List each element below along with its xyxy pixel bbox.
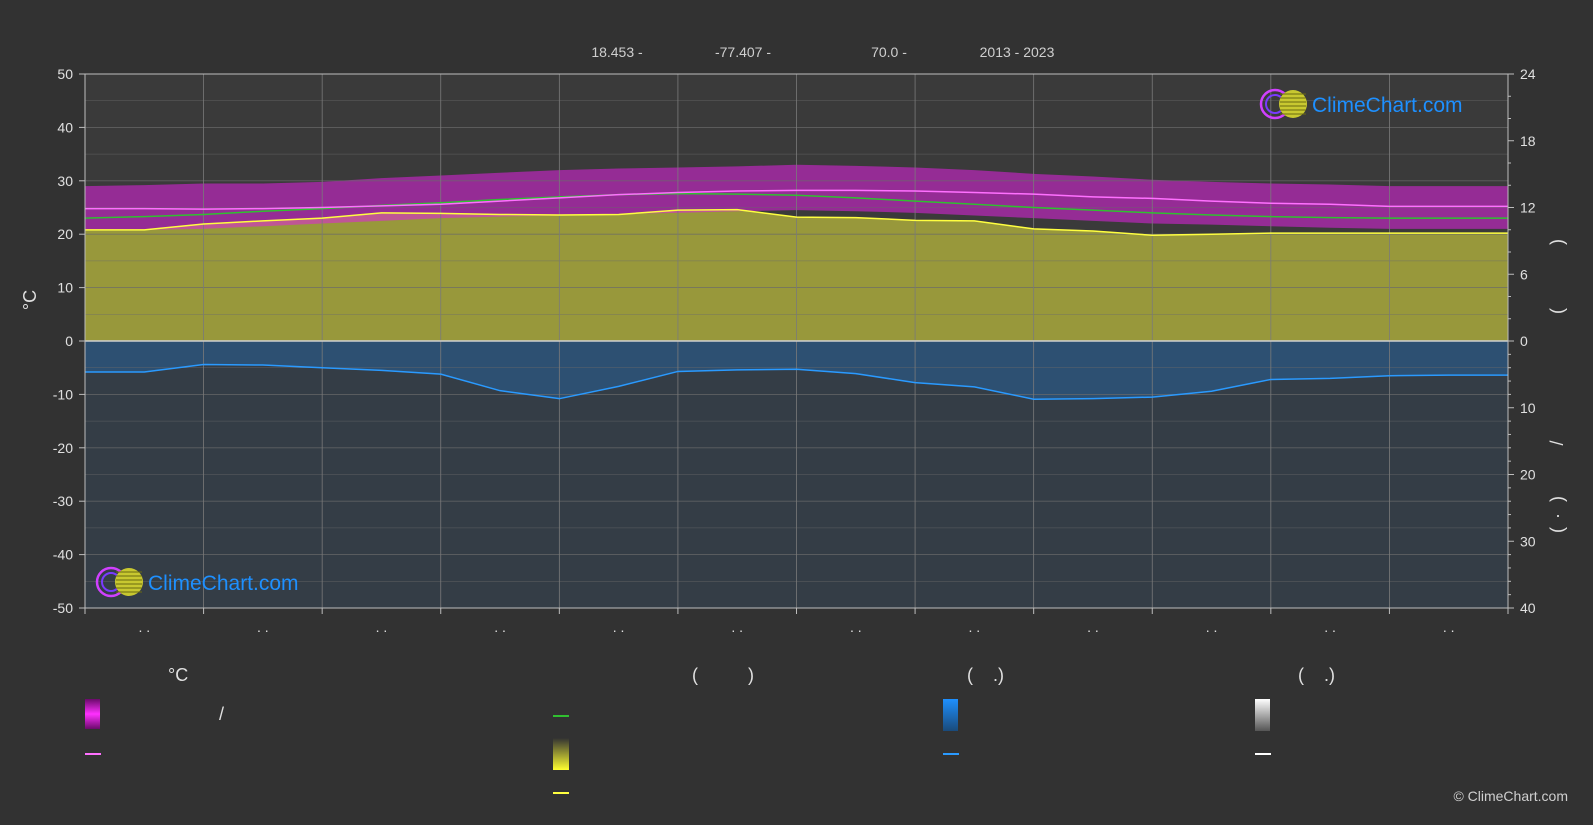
y-right-lower-label-glyph: /: [1547, 440, 1567, 445]
y-right-lower-label-glyph: (: [1547, 527, 1567, 533]
x-tick-label: . .: [138, 619, 150, 635]
legend-col3-title: ( .): [967, 665, 1004, 685]
series-lines: [84, 189, 1508, 400]
y-left-tick-label: 0: [65, 333, 73, 349]
x-tick-label: . .: [1206, 619, 1218, 635]
y-left-tick-label: 10: [57, 280, 73, 296]
x-tick-label: . .: [613, 619, 625, 635]
grid-lines: [85, 73, 1508, 609]
legend-sunshine-line: [553, 792, 569, 794]
y-left-tick-label: 40: [57, 119, 73, 135]
mean-temperature-line: [85, 189, 1508, 210]
x-tick-label: . .: [1443, 619, 1455, 635]
legend-col1-title: °C: [168, 665, 189, 685]
x-tick-label: . .: [257, 619, 269, 635]
x-tick-label: . .: [731, 619, 743, 635]
header-latitude: 18.453 -: [591, 44, 643, 60]
legend-col4-title: ( .): [1298, 665, 1335, 685]
y-left-tick-label: -20: [53, 440, 73, 456]
logo-text: ClimeChart.com: [148, 572, 299, 595]
sunshine-line: [85, 208, 1508, 237]
y-left-tick-label: -10: [53, 386, 73, 402]
y-left-tick-label: 30: [57, 173, 73, 189]
y-left-tick-label: -40: [53, 547, 73, 563]
axes: 50 40 30 20 10 0 -10 -20 -30 -40 -50 24 18 12 6 0 10 20 30…: [53, 66, 1567, 635]
y-right-lower-label-glyph: ·: [1547, 513, 1567, 519]
header-elevation: 70.0 -: [871, 44, 907, 60]
y-right-upper-tick-label: 18: [1520, 133, 1536, 149]
y-right-upper-tick-label: 6: [1520, 266, 1528, 282]
y-right-lower-tick-label: 40: [1520, 600, 1536, 616]
legend-temp-range-swatch: [85, 699, 100, 729]
legend-sunshine-swatch: [553, 738, 569, 770]
y-right-upper-tick-label: 0: [1520, 333, 1528, 349]
x-tick-label: . .: [376, 619, 388, 635]
y-right-lower-tick-label: 20: [1520, 467, 1536, 483]
legend-col2-title: ( ): [692, 665, 754, 685]
y-left-tick-label: -50: [53, 600, 73, 616]
x-tick-label: . .: [850, 619, 862, 635]
x-tick-label: . .: [1324, 619, 1336, 635]
logo-sun-icon: [115, 568, 143, 596]
chart-header: 18.453 - -77.407 - 70.0 - 2013 - 2023: [591, 44, 1054, 60]
legend-precip-swatch: [943, 699, 958, 731]
y-left-tick-label: -30: [53, 493, 73, 509]
y-axis-left-label: °C: [20, 290, 40, 310]
header-longitude: -77.407 -: [715, 44, 771, 60]
x-tick-label: . .: [494, 619, 506, 635]
y-right-upper-label-glyph: ): [1547, 239, 1567, 245]
daylight-line: [84, 192, 1508, 219]
legend-daylight-line: [553, 715, 569, 717]
logo-bottom: ClimeChart.com: [95, 566, 299, 598]
legend-col1-slash: /: [219, 704, 225, 724]
y-right-lower-tick-label: 10: [1520, 400, 1536, 416]
logo-text: ClimeChart.com: [1312, 94, 1463, 117]
y-right-upper-label-glyph: (: [1547, 308, 1567, 314]
legend-mean-temp-line: [85, 753, 101, 755]
x-tick-label: . .: [969, 619, 981, 635]
logo-top: ClimeChart.com: [1259, 88, 1463, 120]
legend-snow-swatch: [1255, 699, 1270, 731]
legend-precip-line: [943, 753, 959, 755]
y-left-tick-label: 20: [57, 226, 73, 242]
logo-sun-icon: [1279, 90, 1307, 118]
header-years: 2013 - 2023: [980, 44, 1055, 60]
copyright: © ClimeChart.com: [1453, 788, 1568, 804]
y-right-upper-tick-label: 12: [1520, 200, 1536, 216]
y-right-lower-tick-label: 30: [1520, 533, 1536, 549]
y-right-lower-label-glyph: ): [1547, 496, 1567, 502]
x-tick-label: . .: [1087, 619, 1099, 635]
legend-snow-line: [1255, 753, 1271, 755]
y-left-tick-label: 50: [57, 66, 73, 82]
precipitation-line: [85, 363, 1508, 400]
y-right-upper-tick-label: 24: [1520, 66, 1536, 82]
